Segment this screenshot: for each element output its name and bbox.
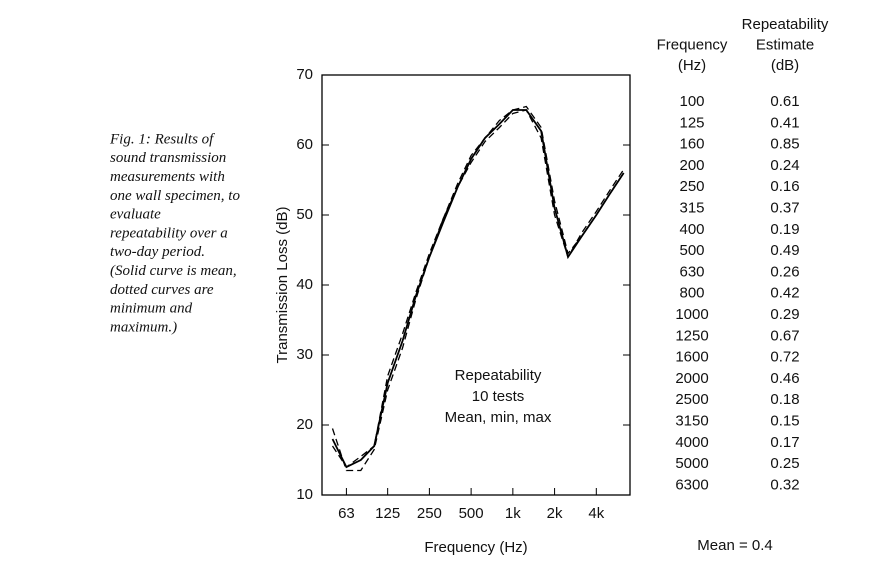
table-cell: 2500 [675,391,708,408]
table-cell: 0.37 [770,199,799,216]
table-cell: 5000 [675,455,708,472]
y-tick-label: 60 [296,136,313,153]
table-cell: 0.67 [770,327,799,344]
caption-line: measurements with [110,169,225,185]
table-header: (dB) [771,57,799,74]
y-axis-label: Transmission Loss (dB) [274,207,291,364]
table-cell: 0.15 [770,412,799,429]
table-cell: 0.46 [770,370,799,387]
table-cell: 0.29 [770,306,799,323]
table-cell: 500 [679,242,704,259]
table-cell: 2000 [675,370,708,387]
plot-frame [321,74,631,496]
caption-line: evaluate [110,207,161,223]
caption-line: (Solid curve is mean, [110,263,237,279]
table-header: Frequency [657,36,728,53]
y-tick-label: 30 [296,346,313,363]
table-cell: 0.42 [770,285,799,302]
table-cell: 800 [679,285,704,302]
table-cell: 0.19 [770,221,799,238]
table-cell: 0.32 [770,476,799,493]
table-footer: Mean = 0.4 [697,537,772,554]
table-header: Repeatability [742,16,829,33]
table-cell: 125 [679,114,704,131]
table-cell: 0.24 [770,157,799,174]
table-cell: 250 [679,178,704,195]
table-cell: 0.18 [770,391,799,408]
caption-line: one wall specimen, to [110,188,240,204]
table-cell: 1000 [675,306,708,323]
caption-line: sound transmission [110,150,226,166]
caption-line: dotted curves are [110,282,214,298]
x-tick-label: 63 [338,505,355,522]
table-cell: 200 [679,157,704,174]
table-cell: 1600 [675,349,708,366]
y-tick-label: 40 [296,276,313,293]
x-axis-label: Frequency (Hz) [424,539,527,556]
table-cell: 0.16 [770,178,799,195]
y-tick-label: 50 [296,206,313,223]
table-cell: 630 [679,263,704,280]
annotation: Mean, min, max [445,409,552,426]
caption-line: Fig. 1: Results of [109,131,215,147]
caption-line: two-day period. [110,244,205,260]
x-tick-label: 1k [505,505,521,522]
table-cell: 400 [679,221,704,238]
table-cell: 6300 [675,476,708,493]
table-cell: 3150 [675,412,708,429]
series-line [331,109,625,472]
table-cell: 1250 [675,327,708,344]
table-cell: 0.72 [770,349,799,366]
table-cell: 0.17 [770,434,799,451]
table-header: (Hz) [678,57,706,74]
table-cell: 0.25 [770,455,799,472]
table-cell: 160 [679,136,704,153]
y-tick-label: 20 [296,416,313,433]
x-tick-label: 250 [417,505,442,522]
table-cell: 100 [679,93,704,110]
y-tick-label: 10 [296,486,313,503]
x-tick-label: 4k [588,505,604,522]
table-cell: 0.85 [770,136,799,153]
series-line [331,105,625,468]
x-tick-label: 2k [547,505,563,522]
table-cell: 0.61 [770,93,799,110]
annotation: 10 tests [472,388,525,405]
table-header: Estimate [756,36,814,53]
series-line [331,109,625,469]
table-cell: 0.49 [770,242,799,259]
caption-line: minimum and [110,301,193,317]
caption-line: repeatability over a [110,225,228,241]
table-cell: 0.26 [770,263,799,280]
caption-line: maximum.) [110,319,177,335]
table-cell: 4000 [675,434,708,451]
y-tick-label: 70 [296,66,313,83]
table-cell: 315 [679,199,704,216]
x-tick-label: 125 [375,505,400,522]
x-tick-label: 500 [459,505,484,522]
table-cell: 0.41 [770,114,799,131]
annotation: Repeatability [455,367,542,384]
